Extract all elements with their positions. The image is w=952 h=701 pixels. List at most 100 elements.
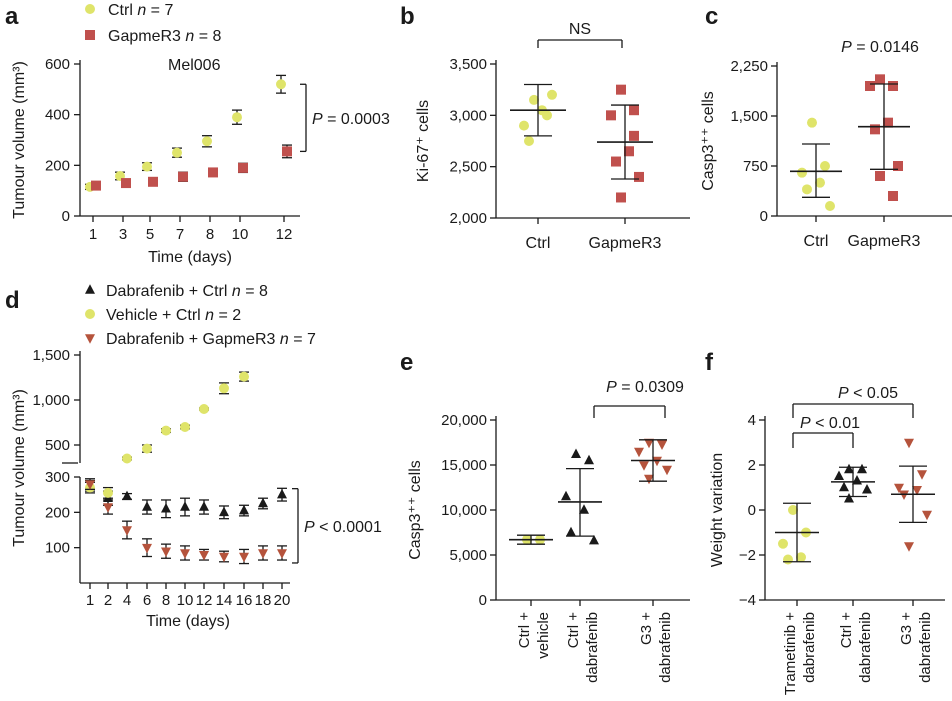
data-point xyxy=(802,184,812,195)
panel-label: f xyxy=(705,349,714,376)
p-value: P < 0.05 xyxy=(838,385,898,402)
data-point xyxy=(922,510,932,521)
data-point xyxy=(912,486,922,496)
category-label: G3 + xyxy=(898,612,915,645)
x-tick-label: 10 xyxy=(232,226,249,243)
data-point xyxy=(277,549,287,559)
data-point xyxy=(180,501,190,511)
legend-entry: Vehicle + Ctrl n = 2 xyxy=(106,307,241,324)
data-point xyxy=(644,438,654,449)
data-point xyxy=(888,81,898,91)
data-point xyxy=(870,124,880,135)
category-label: Ctrl + xyxy=(516,612,533,648)
data-point xyxy=(611,156,621,167)
category-label: Ctrl xyxy=(526,235,551,252)
category-label: dabrafenib xyxy=(657,612,674,683)
x-tick-label: 8 xyxy=(162,592,170,609)
data-point xyxy=(199,550,209,561)
data-point xyxy=(232,112,242,123)
panel-label: a xyxy=(5,3,19,30)
category-label: G3 + xyxy=(638,612,655,645)
y-tick-label: 600 xyxy=(45,56,70,73)
y-tick-label: 3,500 xyxy=(449,56,487,73)
category-label: dabrafenib xyxy=(584,612,601,683)
y-tick-label: 750 xyxy=(743,158,768,175)
y-tick-label: 0 xyxy=(62,208,70,225)
legend-marker xyxy=(85,334,95,344)
data-point xyxy=(202,136,212,147)
data-point xyxy=(857,463,867,474)
significance-label: NS xyxy=(569,21,591,38)
x-tick-label: 12 xyxy=(196,592,213,609)
data-point xyxy=(277,488,287,499)
data-point xyxy=(644,474,654,485)
x-tick-label: 3 xyxy=(119,226,127,243)
legend-marker xyxy=(85,30,95,40)
x-tick-label: 16 xyxy=(236,592,253,609)
data-point xyxy=(161,503,171,513)
data-point xyxy=(894,483,904,494)
data-point xyxy=(788,505,798,515)
y-tick-label: 0 xyxy=(479,592,487,609)
p-value: P < 0.01 xyxy=(800,415,860,432)
y-axis-label: Weight variation xyxy=(709,453,726,567)
legend-entry: Ctrl n = 7 xyxy=(108,2,173,19)
x-axis-label: Time (days) xyxy=(146,613,230,630)
data-point xyxy=(239,552,249,563)
data-point xyxy=(875,171,885,181)
x-tick-label: 8 xyxy=(206,226,214,243)
y-tick-label: 1,500 xyxy=(730,108,768,125)
legend-entry: Dabrafenib + Ctrl n = 8 xyxy=(106,283,268,300)
data-point xyxy=(566,526,576,537)
data-point xyxy=(834,470,844,480)
legend-entry: GapmeR3 n = 8 xyxy=(108,28,222,45)
data-point xyxy=(904,542,914,552)
data-point xyxy=(85,480,95,490)
data-point xyxy=(807,117,817,128)
p-value: P = 0.0003 xyxy=(312,111,390,128)
data-point xyxy=(571,448,581,458)
y-tick-label: 500 xyxy=(45,437,70,454)
data-point xyxy=(629,130,639,141)
y-tick-label: 2 xyxy=(748,457,756,474)
legend-marker xyxy=(85,309,95,319)
y-tick-label: 10,000 xyxy=(441,502,487,519)
data-point xyxy=(652,456,662,467)
panel-label: e xyxy=(400,349,413,376)
x-axis-label: Time (days) xyxy=(148,249,232,266)
data-point xyxy=(239,371,249,382)
panel-label: d xyxy=(5,287,20,314)
x-tick-label: 18 xyxy=(255,592,272,609)
p-value: P = 0.0146 xyxy=(841,39,919,56)
y-tick-label: 15,000 xyxy=(441,457,487,474)
data-point xyxy=(199,501,209,511)
data-point xyxy=(148,176,158,187)
y-tick-label: 3,000 xyxy=(449,107,487,124)
category-label: Ctrl + xyxy=(565,612,582,648)
data-point xyxy=(815,177,825,188)
data-point xyxy=(883,117,893,128)
data-point xyxy=(662,465,672,476)
data-point xyxy=(219,383,229,394)
data-point xyxy=(875,74,885,85)
y-tick-label: 0 xyxy=(760,208,768,225)
data-point xyxy=(796,552,806,563)
category-label: dabrafenib xyxy=(857,612,874,683)
data-point xyxy=(142,501,152,511)
data-point xyxy=(258,497,268,508)
data-point xyxy=(91,180,101,191)
subtitle: Mel006 xyxy=(168,57,221,74)
data-point xyxy=(844,463,854,474)
data-point xyxy=(634,171,644,182)
data-point xyxy=(208,167,218,178)
y-tick-label: 2,500 xyxy=(449,159,487,176)
data-point xyxy=(589,534,599,545)
data-point xyxy=(161,425,171,436)
data-point xyxy=(276,79,286,90)
y-tick-label: 5,000 xyxy=(449,547,487,564)
category-label: Ctrl xyxy=(804,233,829,250)
data-point xyxy=(238,162,248,173)
x-tick-label: 10 xyxy=(177,592,194,609)
data-point xyxy=(584,454,594,465)
data-point xyxy=(519,120,529,131)
